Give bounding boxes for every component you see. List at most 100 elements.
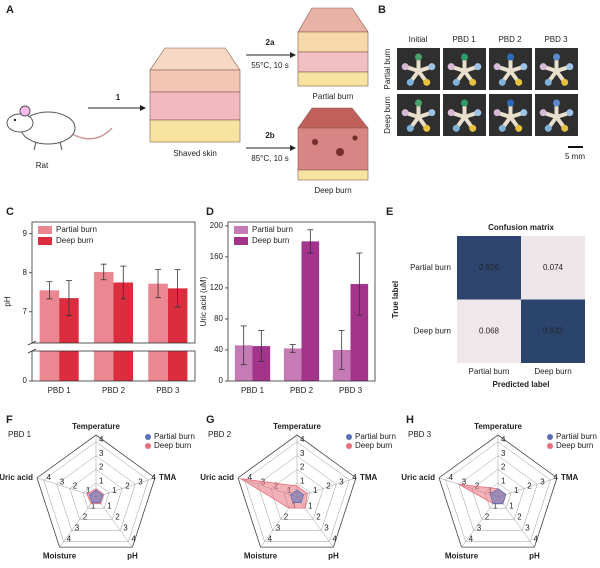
skin-label: Shaved skin [173, 149, 217, 158]
column-label: Deep burn [534, 367, 571, 376]
r-tick-label: 2 [99, 463, 104, 472]
cell-label: 0.074 [543, 263, 564, 272]
legend-label: Deep burn [56, 236, 93, 245]
r-tick-label: 2 [125, 482, 130, 491]
axis-label: TMA [360, 473, 378, 482]
grid-ring [458, 455, 538, 531]
sensor-spot [553, 99, 560, 107]
legend-label: Partial burn [355, 432, 396, 441]
bar [252, 346, 271, 381]
panel-label: G [206, 414, 215, 426]
legend-label: Deep burn [556, 441, 593, 450]
panel-label: C [6, 206, 14, 218]
sensor-spot [520, 63, 528, 71]
skin-top [149, 47, 241, 71]
bar [39, 290, 60, 381]
legend-label: Partial burn [252, 225, 293, 234]
r-tick-label: 1 [99, 476, 104, 485]
axis-label: pH [328, 551, 339, 560]
spoke [59, 496, 97, 548]
cell-label: 0.068 [479, 326, 500, 335]
sensor-spot [544, 78, 552, 86]
cell-label: 0.932 [543, 326, 564, 335]
r-tick-label: 1 [313, 486, 318, 495]
partial-label: Partial burn [313, 92, 354, 101]
r-tick-label: 1 [501, 476, 506, 485]
y-tick-label: 200 [210, 221, 224, 230]
r-tick-label: 1 [86, 486, 91, 495]
r-tick-label: 2 [485, 512, 490, 521]
grid-ring [82, 482, 110, 509]
r-tick-label: 3 [540, 477, 545, 486]
column-label: Initial [409, 35, 428, 44]
sensor-spot [423, 124, 431, 132]
spoke [461, 496, 499, 548]
bar [93, 271, 114, 381]
x-axis-label: Predicted label [493, 380, 550, 389]
cell [521, 299, 585, 363]
r-tick-label: 4 [268, 535, 273, 544]
sensor-spot [447, 109, 455, 117]
r-tick-label: 2 [73, 482, 78, 491]
rat-head [6, 113, 34, 133]
sensor-spot [469, 78, 477, 86]
bar [167, 288, 188, 381]
legend-marker [547, 443, 553, 449]
r-tick-label: 4 [501, 435, 506, 444]
panel-label: B [378, 4, 386, 16]
r-tick-label: 2 [501, 463, 506, 472]
legend-swatch [38, 226, 52, 234]
sensor-spot [474, 63, 482, 71]
axis-label: Temperature [474, 422, 522, 431]
column-label: Partial burn [469, 367, 510, 376]
r-tick-label: 3 [99, 449, 104, 458]
grid-ring [69, 469, 123, 520]
sensor-spot [423, 78, 431, 86]
legend-swatch [38, 237, 52, 245]
r-tick-label: 3 [501, 449, 506, 458]
r-tick-label: 4 [553, 473, 558, 482]
r-tick-label: 3 [339, 477, 344, 486]
axis-label: Uric acid [0, 473, 33, 482]
legend-marker [346, 434, 352, 440]
sensor-spot [406, 78, 414, 86]
scale-label: 5 mm [565, 152, 585, 161]
r-tick-label: 3 [462, 477, 467, 486]
r-tick-label: 1 [308, 501, 313, 510]
r-tick-label: 1 [509, 501, 514, 510]
axis-label: Moisture [445, 551, 479, 560]
frame [227, 221, 376, 382]
spoke [497, 477, 558, 498]
x-tick-label: PBD 3 [156, 386, 180, 395]
skin-top [297, 107, 369, 129]
rat-leg [59, 141, 63, 151]
r-tick-label: 3 [276, 524, 281, 533]
y-tick-label: 8 [23, 268, 28, 277]
r-tick-label: 4 [352, 473, 357, 482]
dermis [149, 91, 241, 121]
sensor-spot [553, 53, 560, 61]
spoke [95, 477, 156, 498]
panel-label: E [386, 206, 393, 218]
y-axis-label: True label [391, 281, 400, 318]
r-tick-label: 4 [469, 535, 474, 544]
y-axis-label: pH [3, 296, 12, 306]
r-tick-label: 3 [123, 524, 128, 533]
sensor-spot [507, 53, 514, 61]
spoke [36, 477, 97, 498]
r-tick-label: 2 [517, 512, 522, 521]
y-tick-label: 160 [210, 252, 224, 261]
x-tick-label: PBD 2 [102, 386, 126, 395]
sensor-spot [447, 63, 455, 71]
r-tick-label: 1 [112, 486, 117, 495]
fat [149, 119, 241, 143]
sensor-spot [561, 78, 569, 86]
y-tick-label: 0 [23, 376, 28, 385]
rat-ear [19, 105, 31, 117]
sensor-spot [539, 63, 547, 71]
deep-label: Deep burn [314, 186, 351, 195]
chart-title: PBD 2 [208, 430, 232, 439]
sensor-spot [401, 63, 409, 71]
r-tick-label: 4 [533, 535, 538, 544]
rat-tail [71, 127, 113, 140]
